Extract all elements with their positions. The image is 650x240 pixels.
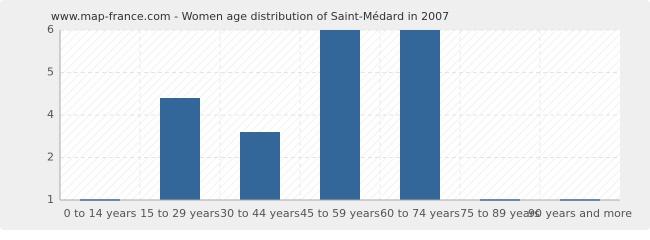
x-tick-label: 60 to 74 years [380, 207, 460, 220]
bar [320, 30, 360, 200]
y-tick-label: 6 [47, 23, 54, 36]
y-tick-label: 2 [47, 151, 54, 164]
bar [400, 30, 440, 200]
chart-title: www.map-france.com - Women age distribut… [51, 10, 449, 23]
x-tick-label: 90 years and more [528, 207, 632, 220]
x-tick-label: 15 to 29 years [140, 207, 220, 220]
y-tick-label: 1 [47, 193, 54, 206]
x-tick-label: 45 to 59 years [300, 207, 380, 220]
x-tick-label: 30 to 44 years [220, 207, 300, 220]
page: www.map-france.com - Women age distribut… [0, 0, 650, 230]
x-tick-label: 0 to 14 years [64, 207, 137, 220]
bar [240, 132, 280, 200]
chart: www.map-france.com - Women age distribut… [0, 0, 650, 230]
bar [160, 98, 200, 200]
x-tick-label: 75 to 89 years [460, 207, 540, 220]
y-tick-label: 5 [47, 66, 54, 79]
y-tick-label: 4 [47, 108, 54, 121]
